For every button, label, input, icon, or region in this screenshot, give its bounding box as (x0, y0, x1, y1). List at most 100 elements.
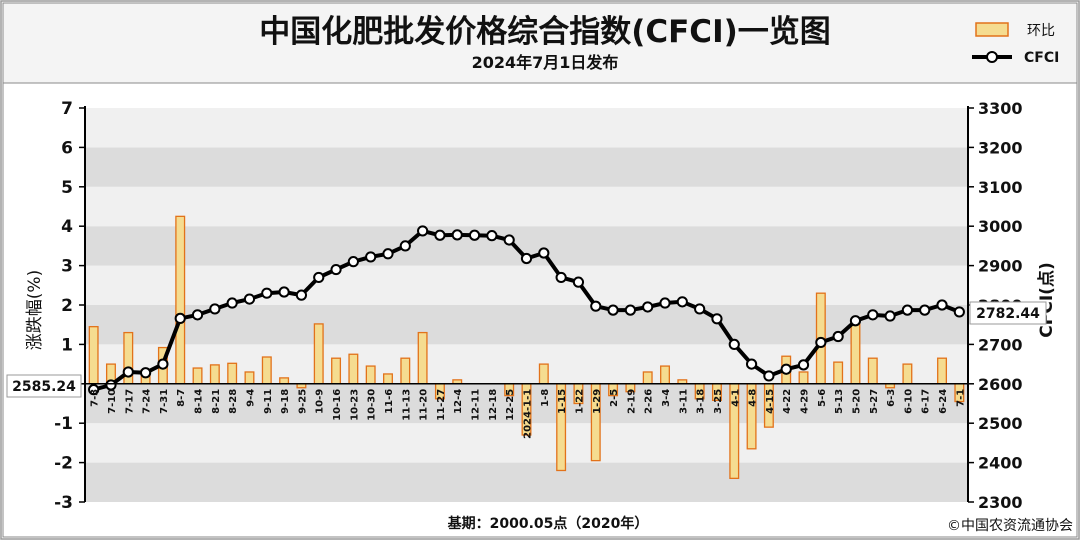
cfci-point (278, 286, 290, 298)
x-tick-label: 11-20 (419, 389, 430, 421)
left-tick-label: -1 (54, 414, 73, 434)
bar (867, 357, 878, 385)
bar (417, 331, 428, 385)
x-tick-label: 4-15 (765, 389, 776, 414)
left-axis-ticks: 76543210-1-2-3 (54, 99, 85, 513)
line-series (88, 225, 965, 396)
left-tick-label: 3 (61, 257, 73, 277)
left-tick-label: 5 (61, 178, 73, 198)
cfci-point (399, 240, 411, 252)
end-value-label: 2782.44 (976, 306, 1040, 322)
cfci-point (226, 297, 238, 309)
left-tick-label: 2 (61, 296, 73, 316)
legend-bar-swatch (975, 22, 1009, 37)
right-tick-label: 2400 (978, 454, 1023, 473)
cfci-point (417, 225, 429, 237)
cfci-point (468, 229, 481, 241)
chart-title: 中国化肥批发价格综合指数(CFCI)一览图 (259, 14, 831, 50)
x-tick-label: 11-27 (436, 389, 447, 421)
bar (937, 357, 948, 385)
left-tick-label: 1 (61, 335, 73, 355)
cfci-point (728, 338, 740, 350)
bar (365, 365, 376, 385)
x-tick-label: 4-29 (800, 389, 811, 414)
cfci-point (590, 300, 602, 312)
end-value-callout: 2782.44 (969, 301, 1047, 325)
cfci-point (797, 359, 810, 371)
bar (244, 371, 255, 385)
start-value-callout: 2585.24 (6, 374, 82, 398)
cfci-point (884, 310, 896, 322)
cfci-point (901, 304, 914, 316)
cfci-point (832, 330, 844, 343)
x-tick-label: 6-3 (886, 389, 897, 407)
cfci-point (815, 336, 827, 349)
cfci-point (624, 304, 636, 316)
x-tick-label: 2-26 (644, 389, 655, 414)
cfci-point (347, 256, 359, 268)
x-tick-label: 5-27 (869, 389, 880, 414)
cfci-point (919, 304, 931, 316)
x-tick-label: 4-8 (748, 389, 759, 407)
x-tick-label: 1-15 (557, 389, 568, 414)
legend-bar-label: 环比 (1027, 23, 1055, 39)
x-tick-label: 4-22 (782, 389, 793, 414)
x-tick-label: 1-29 (592, 389, 603, 414)
cfci-point (295, 289, 308, 301)
cfci-point (88, 384, 100, 396)
cfci-point (745, 358, 758, 370)
left-tick-label: 6 (61, 138, 73, 158)
cfci-point (555, 271, 567, 284)
cfci-point (538, 247, 550, 259)
x-tick-label: 9-11 (263, 389, 274, 414)
x-tick-label: 11-13 (401, 389, 412, 421)
cfci-point (867, 309, 879, 321)
x-tick-label: 3-25 (713, 389, 724, 414)
x-tick-label: 7-1 (955, 389, 966, 407)
cfci-point (105, 379, 117, 391)
cfci-point (780, 363, 792, 375)
chart-subtitle: 2024年7月1日发布 (472, 53, 619, 72)
x-tick-label: 8-21 (211, 389, 222, 414)
bar (400, 357, 411, 385)
bar (192, 367, 203, 385)
right-tick-label: 2700 (978, 335, 1023, 354)
axes (84, 106, 969, 502)
cfci-point (572, 276, 585, 288)
x-tick-label: 12-25 (505, 389, 516, 421)
cfci-point (503, 234, 515, 246)
header-panel (2, 2, 1078, 84)
x-tick-label: 5-6 (817, 389, 828, 407)
x-tick-label: 8-7 (176, 389, 187, 407)
x-tick-label: 5-13 (834, 389, 845, 414)
x-tick-label: 9-4 (245, 389, 256, 407)
bar (538, 363, 549, 385)
x-tick-label: 12-4 (453, 389, 464, 414)
x-tick-label: 7-17 (124, 389, 135, 414)
legend: 环比 CFCI (972, 22, 1059, 66)
cfci-point (139, 367, 152, 379)
right-tick-label: 2600 (978, 375, 1023, 394)
cfci-point (330, 263, 342, 276)
bar (209, 364, 220, 385)
bar (850, 322, 861, 385)
right-axis-ticks: 3300320031003000290028002700260025002400… (968, 99, 1023, 512)
left-tick-label: 4 (61, 217, 73, 237)
x-tick-label: 6-24 (938, 389, 949, 414)
x-tick-label: 12-18 (488, 389, 499, 421)
x-tick-label: 6-17 (921, 389, 932, 414)
bar (175, 215, 186, 385)
x-tick-label: 4-1 (730, 389, 741, 407)
grid-band (85, 108, 968, 148)
x-tick-label: 7-24 (142, 389, 153, 414)
x-axis-ticks: 7-3 7-10 7-17 7-24 7-31 8-7 8-14 8-21 8-28 9-4 9-1… (90, 389, 967, 439)
cfci-point (711, 313, 723, 325)
cfci-point (953, 306, 965, 318)
cfci-point (451, 229, 463, 241)
left-tick-label: 7 (61, 99, 73, 119)
x-tick-label: 10-16 (332, 389, 343, 421)
bar (227, 362, 238, 385)
cfci-point (261, 287, 273, 299)
